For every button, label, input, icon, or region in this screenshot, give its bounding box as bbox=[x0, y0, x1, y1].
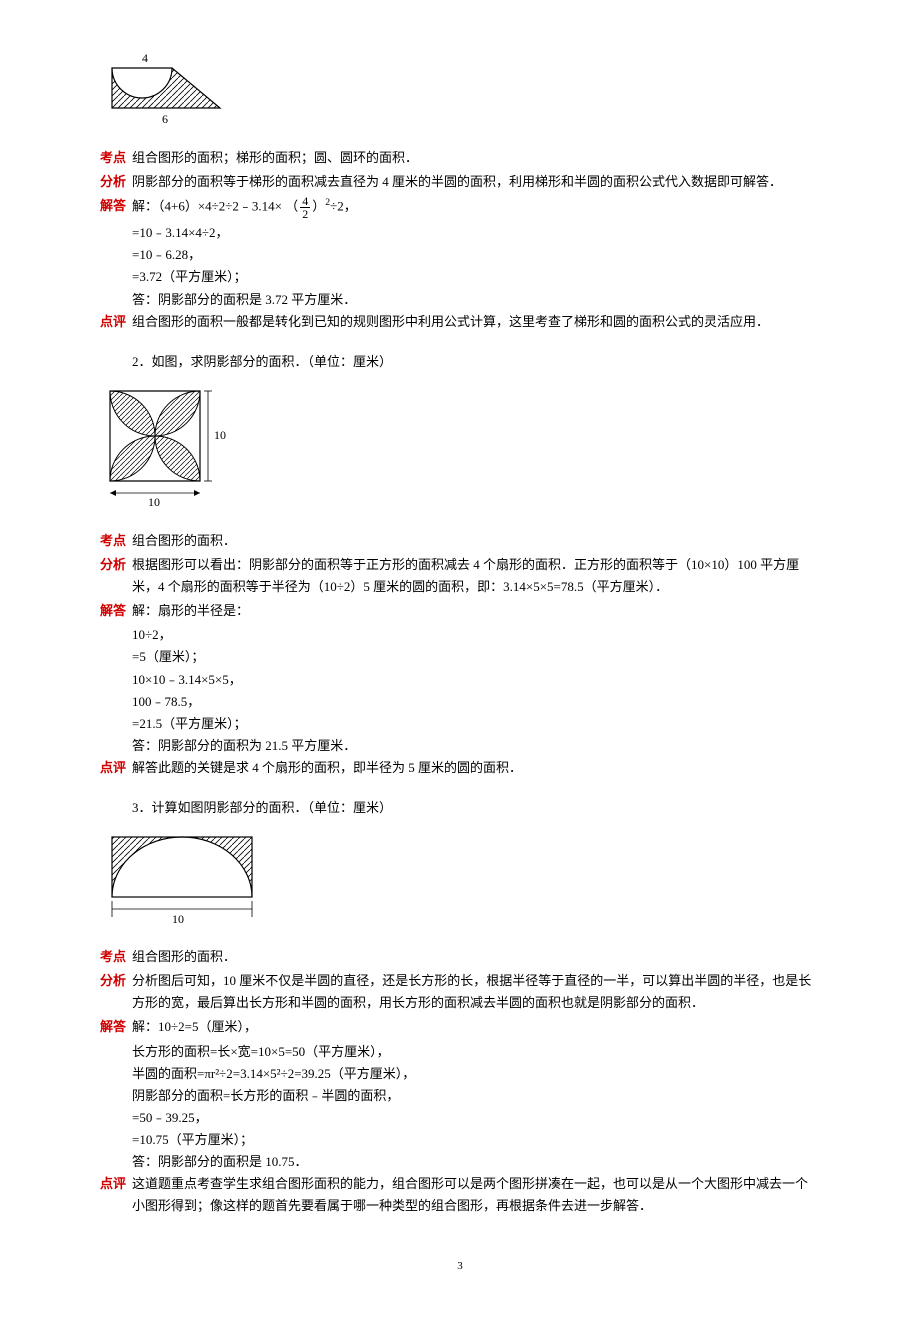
dianping-text: 解答此题的关键是求 4 个扇形的面积，即半径为 5 厘米的圆的面积． bbox=[132, 757, 820, 779]
fenxi-text: 根据图形可以看出：阴影部分的面积等于正方形的面积减去 4 个扇形的面积．正方形的… bbox=[132, 554, 820, 598]
fig2-v-label: 10 bbox=[214, 428, 226, 442]
jieda-line: 答：阴影部分的面积为 21.5 平方厘米． bbox=[132, 735, 820, 757]
problem-title: 3．计算如图阴影部分的面积．（单位：厘米） bbox=[132, 797, 820, 819]
page-number: 3 bbox=[100, 1257, 820, 1276]
jieda-line: 解：（4+6）×4÷2÷2﹣3.14× （42）2÷2， bbox=[132, 195, 820, 220]
fig1-top-label: 4 bbox=[142, 51, 148, 65]
dianping-label: 点评 bbox=[100, 1173, 132, 1217]
fenxi-label: 分析 bbox=[100, 171, 132, 193]
jieda-line: 解：扇形的半径是： bbox=[132, 600, 820, 622]
jieda-label: 解答 bbox=[100, 1016, 132, 1038]
problem-title: 2．如图，求阴影部分的面积．（单位：厘米） bbox=[132, 351, 820, 373]
fenxi-text: 阴影部分的面积等于梯形的面积减去直径为 4 厘米的半圆的面积，利用梯形和半圆的面… bbox=[132, 171, 820, 193]
jieda-line: 解：10÷2=5（厘米）， bbox=[132, 1016, 820, 1038]
figure-2: 10 10 bbox=[100, 381, 820, 518]
fig2-h-label: 10 bbox=[148, 495, 160, 509]
jieda-line: 答：阴影部分的面积是 3.72 平方厘米． bbox=[132, 289, 820, 311]
kaodian-label: 考点 bbox=[100, 946, 132, 968]
jieda-line: =10﹣3.14×4÷2， bbox=[132, 222, 820, 244]
dianping-text: 这道题重点考查学生求组合图形面积的能力，组合图形可以是两个图形拼凑在一起，也可以… bbox=[132, 1173, 820, 1217]
jieda-line: =10﹣6.28， bbox=[132, 244, 820, 266]
kaodian-label: 考点 bbox=[100, 147, 132, 169]
dianping-label: 点评 bbox=[100, 311, 132, 333]
jieda-line: =50﹣39.25， bbox=[132, 1107, 820, 1129]
jieda-label: 解答 bbox=[100, 600, 132, 622]
jieda-line: 答：阴影部分的面积是 10.75． bbox=[132, 1151, 820, 1173]
jieda-line: =5（厘米）； bbox=[132, 646, 820, 668]
kaodian-label: 考点 bbox=[100, 530, 132, 552]
fig3-label: 10 bbox=[172, 912, 184, 926]
jieda-line: 10×10﹣3.14×5×5， bbox=[132, 669, 820, 691]
dianping-text: 组合图形的面积一般都是转化到已知的规则图形中利用公式计算，这里考查了梯形和圆的面… bbox=[132, 311, 820, 333]
fenxi-label: 分析 bbox=[100, 554, 132, 598]
jieda-line: =21.5（平方厘米）； bbox=[132, 713, 820, 735]
kaodian-text: 组合图形的面积． bbox=[132, 946, 820, 968]
jieda-line: 10÷2， bbox=[132, 624, 820, 646]
figure-3: 10 bbox=[100, 827, 820, 934]
fig1-bottom-label: 6 bbox=[162, 112, 168, 126]
dianping-label: 点评 bbox=[100, 757, 132, 779]
jieda-line: 长方形的面积=长×宽=10×5=50（平方厘米）， bbox=[132, 1041, 820, 1063]
jieda-line: 100﹣78.5， bbox=[132, 691, 820, 713]
jieda-label: 解答 bbox=[100, 195, 132, 220]
fenxi-text: 分析图后可知，10 厘米不仅是半圆的直径，还是长方形的长，根据半径等于直径的一半… bbox=[132, 970, 820, 1014]
fenxi-label: 分析 bbox=[100, 970, 132, 1014]
kaodian-text: 组合图形的面积． bbox=[132, 530, 820, 552]
figure-1: 4 6 bbox=[100, 48, 820, 135]
jieda-line: =3.72（平方厘米）； bbox=[132, 266, 820, 288]
jieda-line: =10.75（平方厘米）； bbox=[132, 1129, 820, 1151]
jieda-line: 阴影部分的面积=长方形的面积﹣半圆的面积， bbox=[132, 1085, 820, 1107]
kaodian-text: 组合图形的面积；梯形的面积；圆、圆环的面积． bbox=[132, 147, 820, 169]
jieda-line: 半圆的面积=πr²÷2=3.14×5²÷2=39.25（平方厘米）， bbox=[132, 1063, 820, 1085]
